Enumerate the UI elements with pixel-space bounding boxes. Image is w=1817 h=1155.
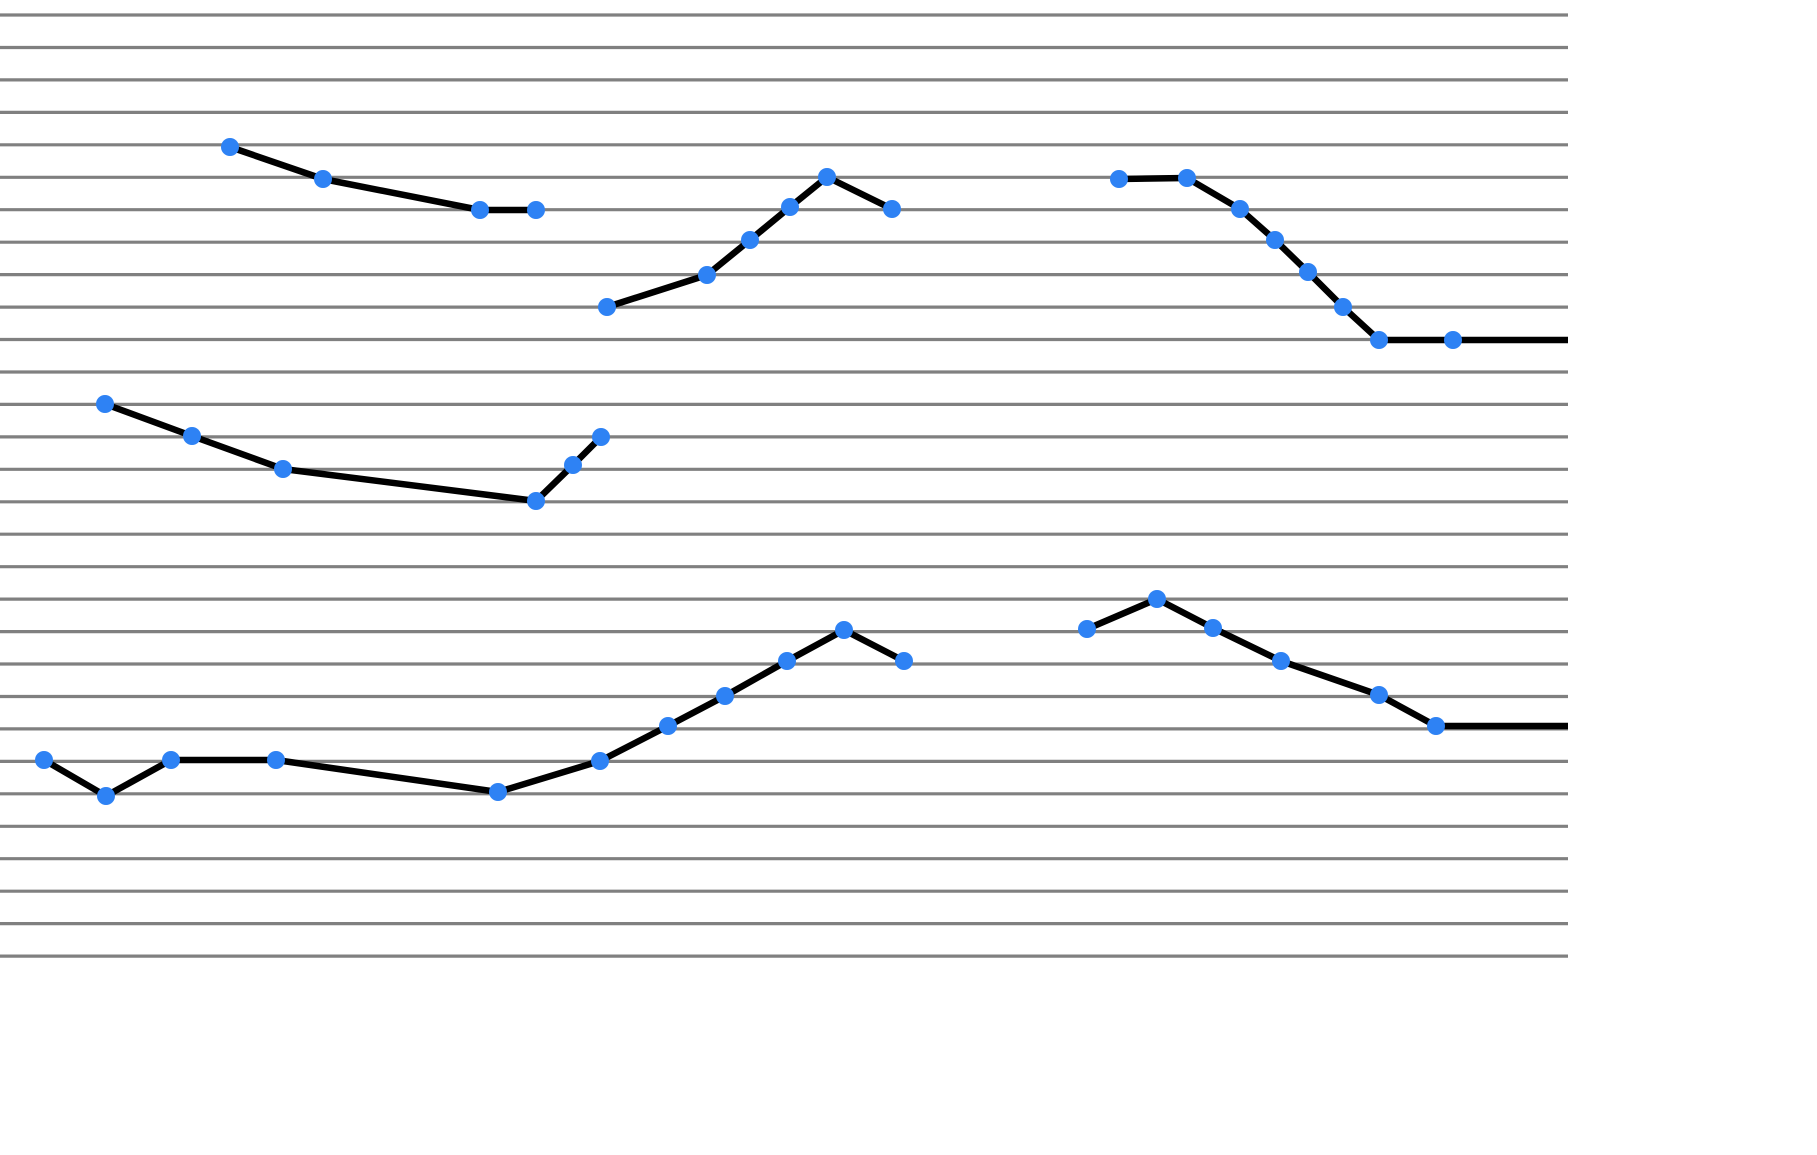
node-dot [883,200,901,218]
node-dot [274,460,292,478]
staff-lines [0,13,1568,958]
node-dot [659,717,677,735]
node-dot [1370,331,1388,349]
node-dot [1231,200,1249,218]
node-dot [97,787,115,805]
node-dot [1334,298,1352,316]
node-dot [1299,263,1317,281]
node-dot [35,751,53,769]
node-dot [1444,331,1462,349]
polyline-path-2 [606,173,894,311]
node-dot [267,751,285,769]
node-dot [1204,619,1222,637]
node-dot [698,266,716,284]
polyline-path-4 [103,400,604,505]
polyline-path-5 [42,626,906,800]
node-dot [489,783,507,801]
node-dot [818,168,836,186]
node-dot [183,427,201,445]
node-dot [591,752,609,770]
node-dot [1370,686,1388,704]
node-dot [835,621,853,639]
node-dot [1266,231,1284,249]
nodes [35,138,1462,805]
node-dot [564,456,582,474]
node-dot [314,170,332,188]
node-dot [741,231,759,249]
node-dot [716,687,734,705]
polyline-path-1 [228,143,536,214]
node-dot [1427,717,1445,735]
node-dot [471,201,489,219]
node-dot [162,751,180,769]
node-dot [598,298,616,316]
node-dot [96,395,114,413]
node-dot [527,492,545,510]
node-dot [895,652,913,670]
node-dot [1078,620,1096,638]
node-dot [1272,652,1290,670]
node-dot [1178,169,1196,187]
node-dot [1148,590,1166,608]
node-dot [1110,170,1128,188]
polylines [42,143,1568,800]
node-dot [781,198,799,216]
node-dot [221,138,239,156]
node-dot [527,201,545,219]
node-dot [592,428,610,446]
node-dot [778,652,796,670]
